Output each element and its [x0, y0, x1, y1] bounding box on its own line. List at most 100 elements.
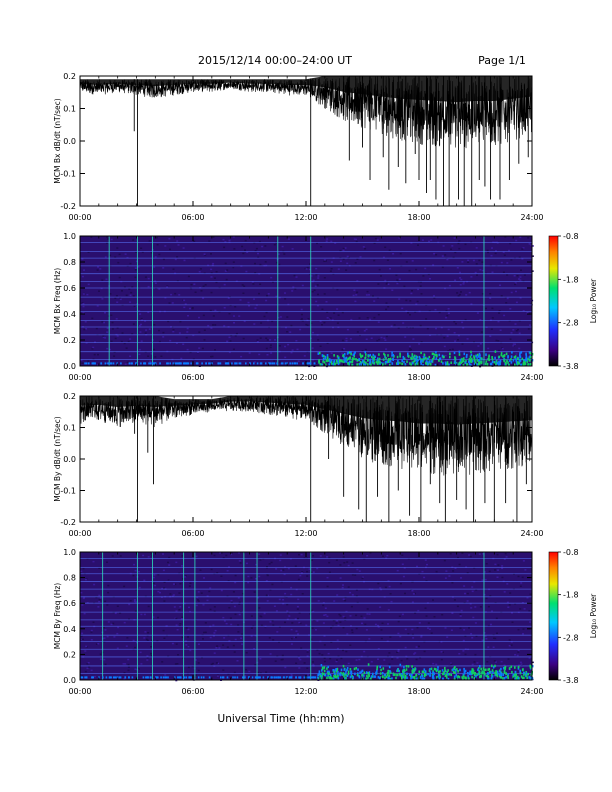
enhancement-cell	[498, 355, 500, 359]
speckle	[385, 302, 388, 304]
spectrogram-background	[80, 552, 532, 680]
speckle	[382, 256, 385, 259]
enhancement-cell	[484, 362, 487, 366]
speckle	[286, 331, 289, 333]
enhancement-cell	[464, 669, 467, 673]
speckle	[444, 354, 447, 357]
baseline-cell	[85, 676, 88, 679]
speckle	[248, 670, 251, 673]
speckle	[306, 655, 309, 657]
baseline-cell	[219, 362, 222, 365]
speckle	[530, 244, 533, 246]
enhancement-cell	[529, 362, 532, 366]
speckle	[290, 643, 293, 645]
speckle	[160, 596, 163, 598]
speckle	[162, 629, 165, 632]
enhancement-cell	[487, 672, 489, 675]
baseline-cell	[196, 362, 199, 365]
speckle	[169, 593, 172, 595]
speckle	[444, 254, 447, 256]
speckle	[99, 597, 102, 599]
speckle	[212, 315, 215, 317]
enhancement-cell	[475, 675, 477, 678]
speckle	[203, 631, 206, 634]
baseline-cell	[105, 676, 108, 679]
speckle	[84, 650, 87, 652]
enhancement-cell	[365, 671, 368, 674]
speckle	[363, 617, 366, 619]
baseline-cell	[242, 676, 244, 679]
speckle	[154, 356, 157, 358]
speckle	[414, 652, 417, 654]
baseline-cell	[232, 676, 234, 679]
enhancement-cell	[401, 677, 403, 681]
enhancement-cell	[350, 670, 353, 673]
speckle	[162, 336, 165, 338]
speckle	[116, 247, 119, 249]
enhancement-cell	[470, 350, 472, 354]
speckle	[212, 324, 214, 326]
baseline-cell	[308, 362, 311, 365]
enhancement-cell	[359, 671, 361, 674]
enhancement-cell	[467, 674, 469, 678]
baseline-cell	[295, 676, 297, 679]
speckle	[132, 295, 135, 297]
enhancement-cell	[359, 363, 361, 366]
speckle	[94, 675, 96, 678]
speckle	[519, 608, 522, 610]
enhancement-cell	[419, 360, 422, 364]
speckle	[425, 580, 428, 582]
speckle	[316, 620, 319, 622]
baseline-cell	[85, 362, 88, 365]
enhancement-cell	[478, 670, 480, 673]
speckle	[287, 343, 290, 346]
enhancement-cell	[338, 361, 341, 364]
enhancement-cell	[387, 360, 389, 363]
enhancement-cell	[400, 674, 403, 678]
speckle	[316, 649, 319, 651]
speckle	[329, 270, 332, 272]
speckle	[86, 602, 89, 604]
speckle	[397, 632, 400, 635]
enhancement-cell	[480, 361, 483, 365]
speckle	[476, 312, 479, 314]
speckle	[271, 320, 274, 323]
enhancement-cell	[396, 355, 399, 359]
speckle	[385, 335, 388, 338]
enhancement-cell	[495, 673, 497, 677]
speckle	[361, 576, 364, 579]
speckle	[101, 279, 104, 281]
spectrogram-background	[80, 236, 532, 366]
speckle	[266, 566, 268, 568]
speckle	[415, 646, 418, 648]
speckle	[86, 667, 89, 670]
speckle	[377, 624, 379, 627]
speckle	[423, 576, 426, 579]
speckle	[284, 621, 286, 624]
speckle	[166, 285, 169, 287]
enhancement-cell	[391, 351, 393, 354]
speckle	[308, 268, 311, 271]
enhancement-cell	[326, 354, 329, 357]
enhancement-cell	[402, 675, 404, 679]
speckle	[309, 263, 312, 265]
speckle	[391, 289, 394, 291]
speckle	[294, 636, 297, 639]
speckle	[291, 248, 294, 250]
enhancement-cell	[382, 675, 384, 679]
enhancement-cell	[420, 362, 422, 365]
speckle	[254, 272, 257, 274]
enhancement-cell	[362, 359, 364, 363]
enhancement-cell	[473, 672, 476, 675]
speckle	[475, 589, 478, 591]
speckle	[345, 337, 348, 340]
y-axis-label: MCM Bx dB/dt (nT/sec)	[53, 98, 62, 183]
speckle	[526, 312, 529, 314]
speckle	[168, 564, 171, 566]
x-tick-label: 18:00	[407, 373, 430, 382]
enhancement-cell	[531, 664, 534, 668]
speckle	[162, 553, 164, 555]
speckle	[354, 300, 357, 303]
speckle	[301, 571, 304, 573]
baseline-cell	[112, 362, 115, 365]
